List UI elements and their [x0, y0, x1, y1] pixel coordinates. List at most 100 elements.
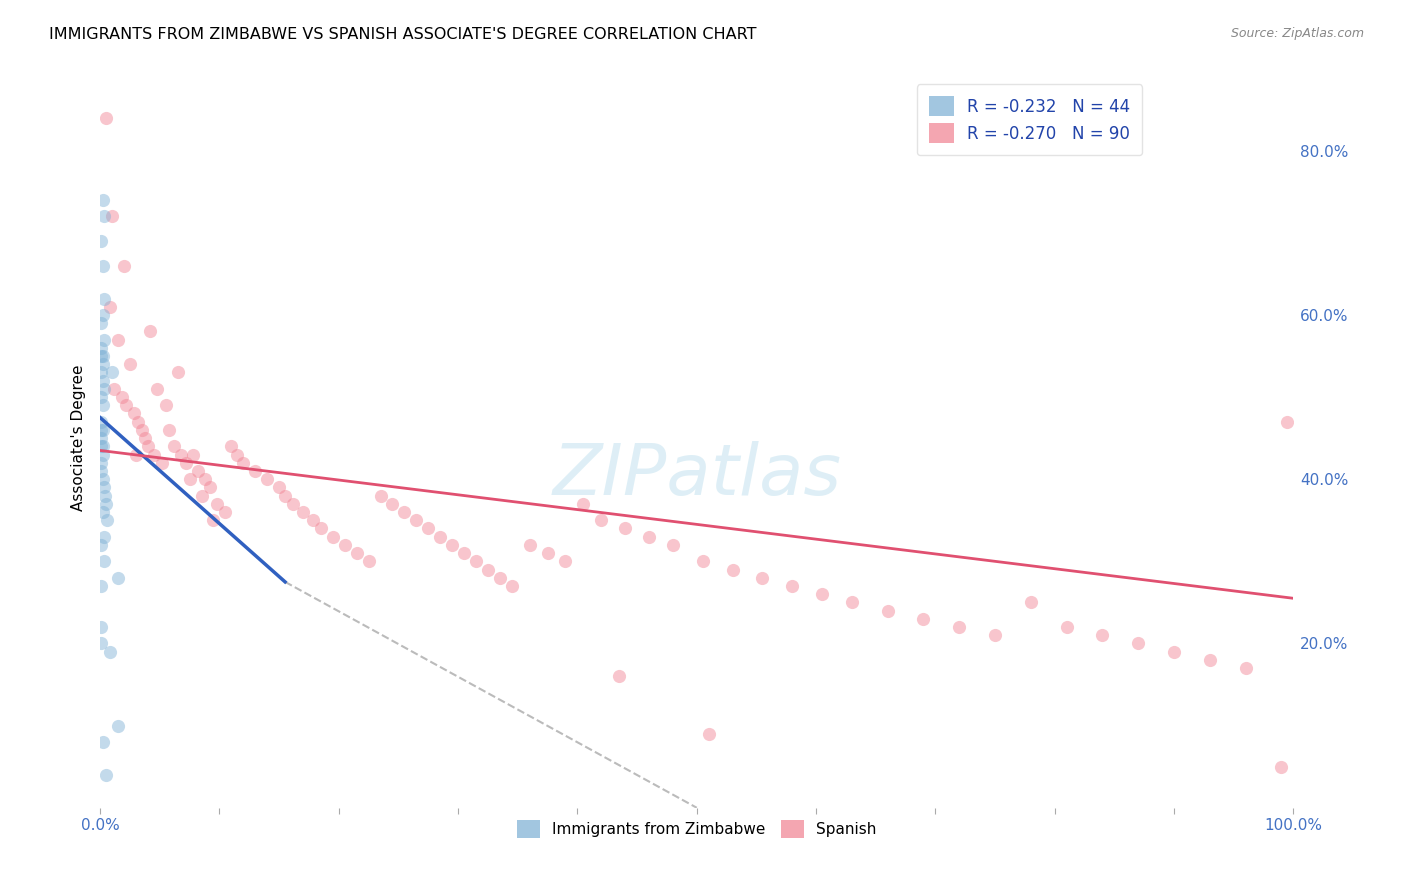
Point: [418, 521, 440, 535]
Point: [572, 497, 595, 511]
Point: [370, 489, 392, 503]
Point: [876, 604, 898, 618]
Point: [394, 505, 416, 519]
Point: [1277, 415, 1299, 429]
Point: [90, 366, 112, 380]
Point: [110, 390, 132, 404]
Point: [96, 513, 118, 527]
Point: [214, 505, 236, 519]
Point: [721, 563, 744, 577]
Point: [142, 448, 165, 462]
Point: [90, 579, 112, 593]
Point: [91, 308, 114, 322]
Point: [139, 324, 162, 338]
Point: [1056, 620, 1078, 634]
Point: [841, 595, 863, 609]
Point: [283, 497, 305, 511]
Point: [91, 349, 114, 363]
Text: Source: ZipAtlas.com: Source: ZipAtlas.com: [1230, 27, 1364, 40]
Point: [91, 505, 114, 519]
Point: [291, 505, 314, 519]
Point: [202, 513, 225, 527]
Point: [554, 554, 576, 568]
Point: [107, 571, 129, 585]
Point: [91, 472, 114, 486]
Point: [98, 300, 121, 314]
Point: [90, 636, 112, 650]
Point: [465, 554, 488, 568]
Point: [256, 472, 278, 486]
Point: [381, 497, 404, 511]
Point: [170, 448, 193, 462]
Point: [1128, 636, 1150, 650]
Point: [93, 554, 115, 568]
Point: [322, 530, 344, 544]
Point: [245, 464, 267, 478]
Point: [94, 497, 117, 511]
Point: [205, 497, 228, 511]
Point: [751, 571, 773, 585]
Point: [107, 718, 129, 732]
Point: [441, 538, 464, 552]
Point: [269, 480, 291, 494]
Point: [477, 563, 499, 577]
Point: [221, 439, 243, 453]
Point: [274, 489, 297, 503]
Point: [90, 349, 112, 363]
Point: [91, 439, 114, 453]
Point: [94, 489, 117, 503]
Point: [94, 768, 117, 782]
Point: [90, 439, 112, 453]
Point: [166, 366, 188, 380]
Point: [662, 538, 685, 552]
Point: [131, 423, 153, 437]
Point: [190, 489, 212, 503]
Point: [155, 398, 177, 412]
Point: [101, 210, 124, 224]
Point: [93, 480, 115, 494]
Point: [1091, 628, 1114, 642]
Point: [194, 472, 217, 486]
Point: [157, 423, 180, 437]
Y-axis label: Associate's Degree: Associate's Degree: [72, 365, 86, 511]
Point: [912, 612, 935, 626]
Point: [91, 448, 114, 462]
Point: [98, 645, 121, 659]
Point: [90, 620, 112, 634]
Point: [181, 448, 204, 462]
Point: [614, 521, 637, 535]
Point: [103, 382, 125, 396]
Point: [346, 546, 368, 560]
Point: [607, 669, 630, 683]
Point: [1163, 645, 1185, 659]
Point: [93, 292, 115, 306]
Point: [90, 431, 112, 445]
Point: [90, 456, 112, 470]
Text: IMMIGRANTS FROM ZIMBABWE VS SPANISH ASSOCIATE'S DEGREE CORRELATION CHART: IMMIGRANTS FROM ZIMBABWE VS SPANISH ASSO…: [49, 27, 756, 42]
Point: [90, 316, 112, 330]
Text: ZIPatlas: ZIPatlas: [553, 441, 841, 509]
Point: [1234, 661, 1257, 675]
Point: [519, 538, 541, 552]
Point: [107, 333, 129, 347]
Point: [91, 259, 114, 273]
Point: [93, 530, 115, 544]
Point: [1019, 595, 1042, 609]
Point: [93, 382, 115, 396]
Point: [91, 193, 114, 207]
Point: [405, 513, 427, 527]
Point: [90, 234, 112, 248]
Point: [429, 530, 451, 544]
Point: [174, 456, 197, 470]
Point: [1270, 760, 1292, 774]
Point: [90, 390, 112, 404]
Point: [811, 587, 834, 601]
Point: [179, 472, 201, 486]
Point: [357, 554, 380, 568]
Point: [226, 448, 249, 462]
Point: [112, 259, 135, 273]
Point: [536, 546, 558, 560]
Point: [150, 456, 173, 470]
Point: [489, 571, 512, 585]
Point: [122, 407, 145, 421]
